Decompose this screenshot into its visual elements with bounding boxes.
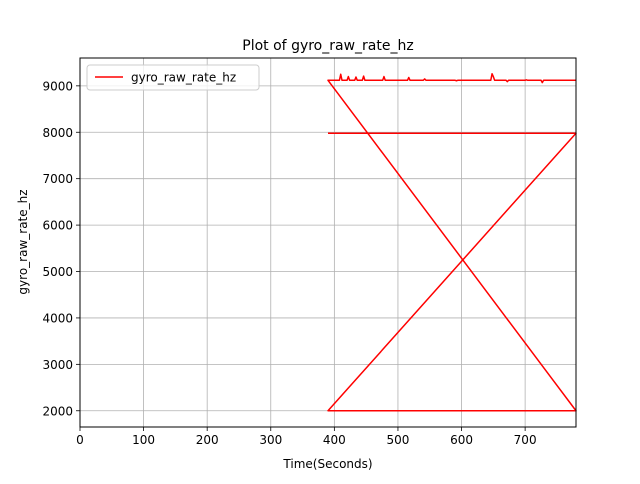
x-tick-label: 0 bbox=[76, 433, 84, 447]
axes-frame bbox=[79, 57, 577, 428]
y-tick-label: 4000 bbox=[42, 311, 73, 325]
x-tick-label: 700 bbox=[514, 433, 537, 447]
x-tick-label: 200 bbox=[196, 433, 219, 447]
x-tick-label: 300 bbox=[259, 433, 282, 447]
x-axis-label: Time(Seconds) bbox=[282, 457, 372, 471]
legend-box bbox=[86, 64, 260, 91]
grid-lines bbox=[79, 58, 576, 427]
x-axis-ticks: 0 100 200 300 400 500 600 700 bbox=[76, 427, 537, 447]
x-tick-label: 600 bbox=[450, 433, 473, 447]
x-tick-label: 400 bbox=[323, 433, 346, 447]
y-tick-label: 8000 bbox=[42, 126, 73, 140]
y-axis-label: gyro_raw_rate_hz bbox=[16, 189, 30, 294]
y-tick-label: 9000 bbox=[42, 79, 73, 93]
y-axis-ticks: 2000 3000 4000 5000 6000 7000 8000 9000 bbox=[42, 79, 80, 418]
x-tick-label: 100 bbox=[132, 433, 155, 447]
plot-series bbox=[327, 73, 577, 412]
chart-title: Plot of gyro_raw_rate_hz bbox=[242, 38, 413, 54]
legend-label: gyro_raw_rate_hz bbox=[131, 71, 236, 85]
y-tick-label: 6000 bbox=[42, 219, 73, 233]
y-tick-label: 7000 bbox=[42, 172, 73, 186]
legend: gyro_raw_rate_hz bbox=[86, 64, 260, 91]
y-tick-label: 2000 bbox=[42, 404, 73, 418]
series-line-1 bbox=[327, 73, 577, 412]
x-tick-label: 500 bbox=[386, 433, 409, 447]
y-tick-label: 3000 bbox=[42, 358, 73, 372]
y-tick-label: 5000 bbox=[42, 265, 73, 279]
